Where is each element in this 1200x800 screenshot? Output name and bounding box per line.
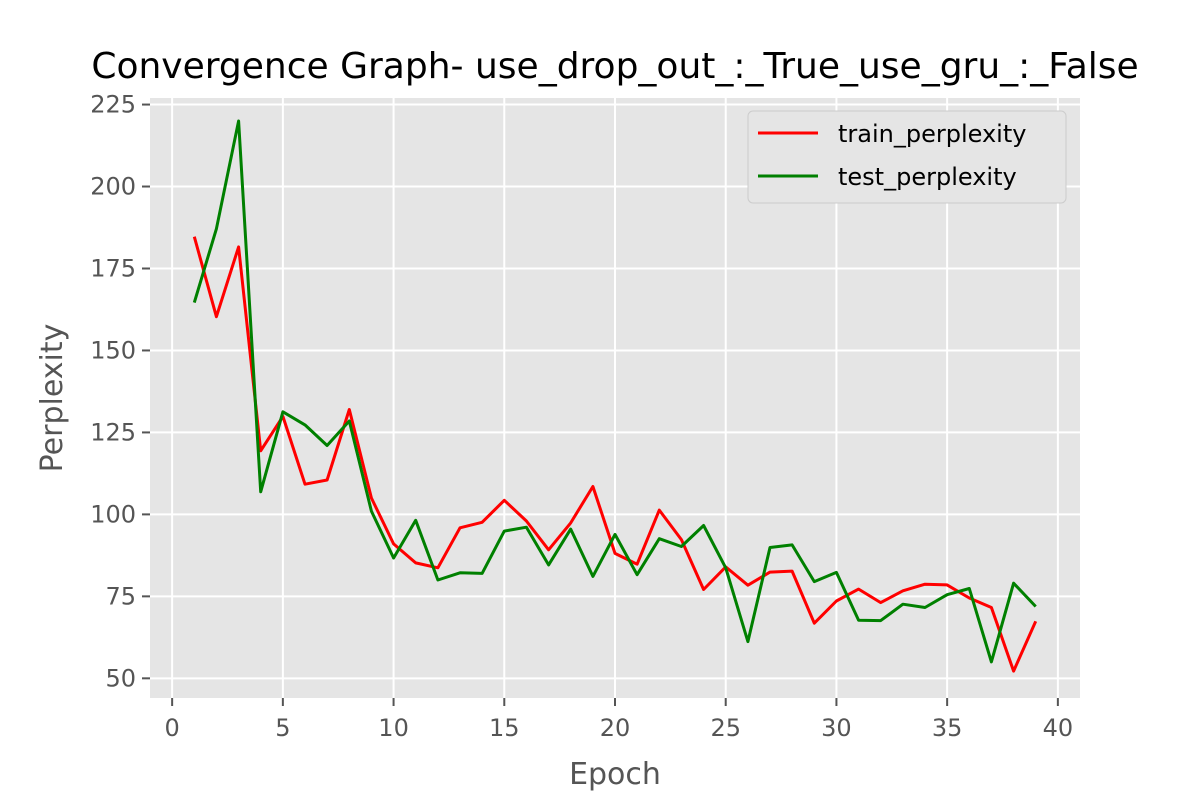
y-tick-label: 225 [90,91,136,119]
series-points-train_perplexity [194,236,1036,672]
x-tick-label: 35 [932,714,963,742]
y-tick-label: 175 [90,254,136,282]
legend-label-train: train_perplexity [838,120,1026,148]
axis-ticks: 0 5 10 15 20 25 30 35 40 50 75 100 125 150 175 200 225 [90,91,1073,742]
x-tick-label: 5 [275,714,290,742]
legend: train_perplexity test_perplexity [747,110,1067,204]
x-tick-label: 15 [489,714,520,742]
x-tick-label: 25 [710,714,741,742]
x-tick-label: 30 [821,714,852,742]
x-tick-label: 20 [600,714,631,742]
chart-title: Convergence Graph- use_drop_out_:_True_u… [91,46,1138,87]
series-lines [192,119,1038,673]
y-tick-label: 125 [90,418,136,446]
y-tick-label: 75 [105,582,136,610]
legend-box [747,110,1067,204]
y-tick-label: 200 [90,173,136,201]
x-tick-label: 40 [1043,714,1074,742]
y-axis-label: Perplexity [35,324,70,473]
legend-label-test: test_perplexity [838,163,1017,191]
x-axis-label: Epoch [569,757,661,792]
x-tick-label: 10 [378,714,409,742]
series-points-test_perplexity [194,120,1036,663]
y-tick-label: 150 [90,336,136,364]
x-tick-label: 0 [165,714,180,742]
y-tick-label: 100 [90,500,136,528]
y-tick-label: 50 [105,664,136,692]
